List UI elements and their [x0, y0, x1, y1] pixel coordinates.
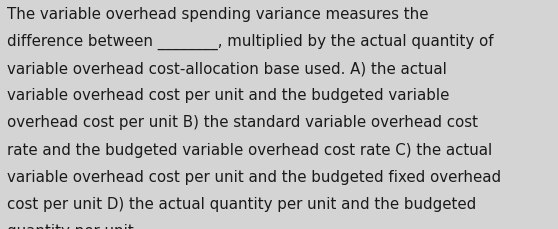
Text: The variable overhead spending variance measures the: The variable overhead spending variance …	[7, 7, 429, 22]
Text: quantity per unit: quantity per unit	[7, 223, 134, 229]
Text: variable overhead cost per unit and the budgeted variable: variable overhead cost per unit and the …	[7, 88, 450, 103]
Text: variable overhead cost-allocation base used. A) the actual: variable overhead cost-allocation base u…	[7, 61, 447, 76]
Text: overhead cost per unit B) the standard variable overhead cost: overhead cost per unit B) the standard v…	[7, 115, 478, 130]
Text: cost per unit D) the actual quantity per unit and the budgeted: cost per unit D) the actual quantity per…	[7, 196, 477, 211]
Text: difference between ________, multiplied by the actual quantity of: difference between ________, multiplied …	[7, 34, 494, 50]
Text: variable overhead cost per unit and the budgeted fixed overhead: variable overhead cost per unit and the …	[7, 169, 502, 184]
Text: rate and the budgeted variable overhead cost rate C) the actual: rate and the budgeted variable overhead …	[7, 142, 493, 157]
